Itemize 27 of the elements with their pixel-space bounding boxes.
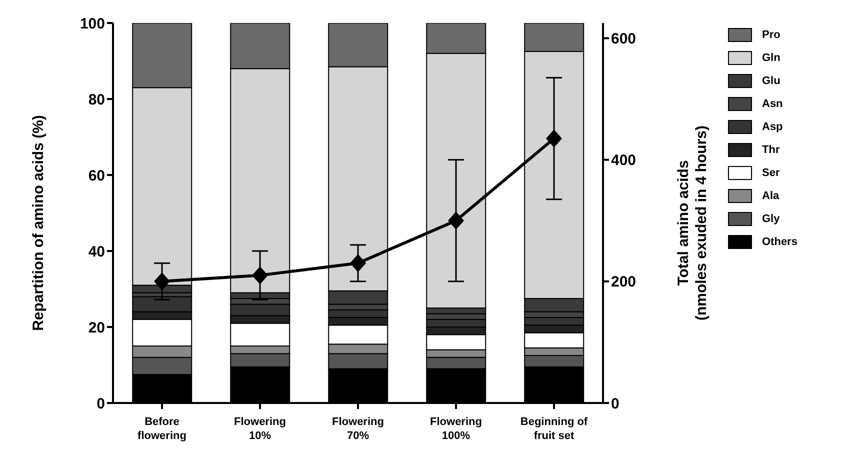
legend-label: Gly (762, 213, 780, 225)
y-tick-label: 0 (96, 395, 105, 412)
y-tick-label: 20 (88, 319, 105, 336)
legend-label: Glu (762, 75, 780, 87)
x-tick-label: Before flowering (138, 416, 186, 442)
y-tick-label: 60 (88, 167, 105, 184)
x-tick-label: Flowering 10% (234, 416, 286, 442)
legend-label: Thr (762, 144, 780, 156)
y-tick-label: 100 (80, 15, 105, 32)
y2-tick-label: 400 (611, 152, 636, 170)
y-tick-label: 40 (88, 243, 105, 260)
x-tick-label: Flowering 70% (332, 416, 384, 442)
legend-label: Asn (762, 98, 783, 110)
x-tick-label: Beginning of fruit set (520, 416, 588, 442)
legend-label: Others (762, 236, 798, 248)
y-axis-title: Repartition of amino acids (%) (30, 115, 47, 331)
x-tick-label: Flowering 100% (430, 416, 482, 442)
legend-label: Pro (762, 29, 780, 41)
legend-label: Ser (762, 167, 780, 179)
y2-tick-label: 0 (611, 395, 620, 412)
y2-tick-label: 600 (611, 30, 636, 48)
legend-label: Asp (762, 121, 783, 133)
y2-tick-label: 200 (611, 274, 636, 291)
legend-label: Ala (762, 190, 780, 202)
y-tick-label: 80 (88, 91, 105, 108)
y2-axis-title: Total amino acids (nmoles exuded in 4 hours) (675, 125, 710, 321)
legend-label: Gln (762, 52, 780, 64)
